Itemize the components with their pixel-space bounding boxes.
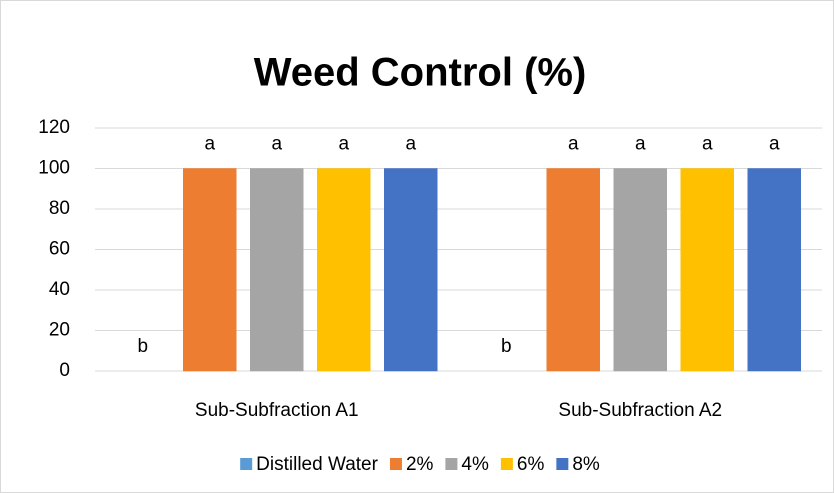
legend-swatch: [556, 458, 569, 470]
bar: [384, 168, 438, 372]
legend-label: 6%: [517, 454, 545, 475]
data-label: a: [702, 134, 713, 155]
legend-label: 8%: [572, 454, 600, 475]
bar: [317, 168, 371, 372]
data-label: a: [769, 134, 780, 155]
data-label: a: [635, 134, 646, 155]
y-tick-label: 80: [49, 198, 70, 219]
x-tick-label: Sub-Subfraction A1: [195, 400, 359, 421]
data-label: a: [405, 134, 416, 155]
bar: [183, 168, 237, 372]
data-label: a: [271, 134, 282, 155]
legend-label: 4%: [461, 454, 489, 475]
chart-title: Weed Control (%): [254, 51, 587, 95]
legend-swatch: [389, 458, 402, 470]
bar: [250, 168, 304, 372]
y-tick-label: 120: [38, 117, 70, 138]
data-label: b: [137, 336, 148, 357]
bar: [747, 168, 801, 372]
bar: [680, 168, 734, 372]
legend-label: Distilled Water: [256, 454, 378, 475]
legend-swatch: [240, 458, 253, 470]
data-label: b: [501, 336, 512, 357]
bar: [546, 168, 600, 372]
y-tick-label: 40: [49, 279, 70, 300]
legend-swatch: [445, 458, 458, 470]
data-label: a: [204, 134, 215, 155]
y-tick-label: 100: [38, 158, 70, 179]
x-tick-label: Sub-Subfraction A2: [558, 400, 722, 421]
legend-swatch: [500, 458, 513, 470]
y-tick-label: 20: [49, 320, 70, 341]
bar: [613, 168, 667, 372]
data-label: a: [568, 134, 579, 155]
data-label: a: [338, 134, 349, 155]
legend-label: 2%: [406, 454, 434, 475]
y-tick-label: 60: [49, 239, 70, 260]
y-tick-label: 0: [59, 360, 70, 381]
